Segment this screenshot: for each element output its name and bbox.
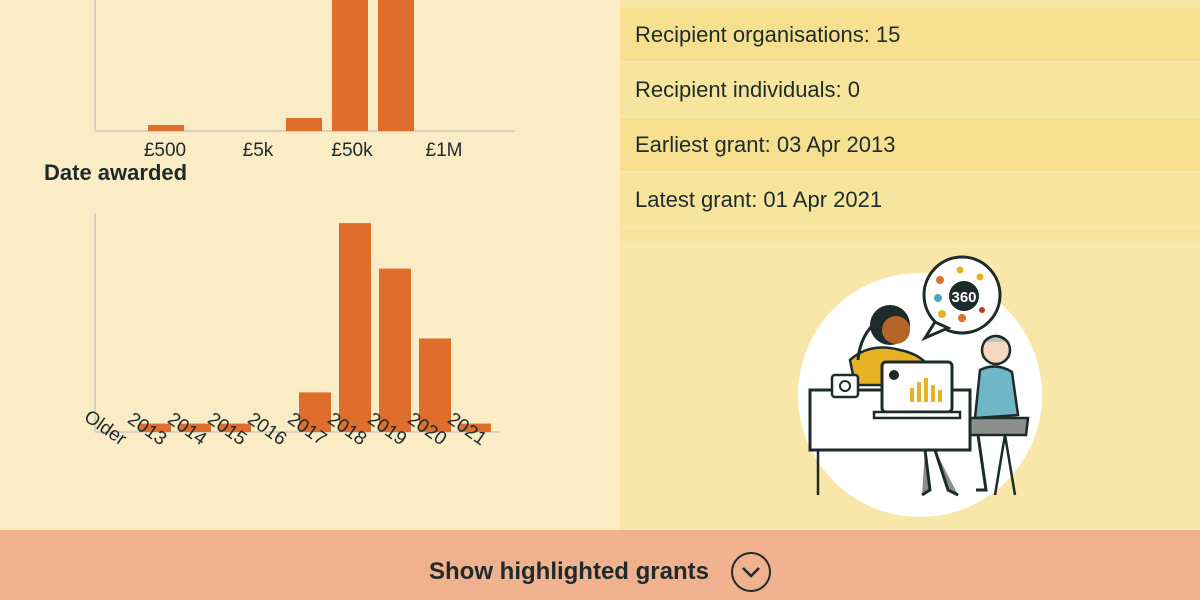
date-bar [219,423,251,432]
date-bar [299,392,331,432]
date-chart-title: Date awarded [44,160,188,185]
show-highlighted-grants-label: Show highlighted grants [429,558,709,585]
date-bar [379,268,411,432]
date-bar [339,223,371,432]
amount-bar [378,0,414,131]
date-bar [419,338,451,432]
date-tick-label: Older [80,406,131,450]
amount-tick-label: £500 [144,140,186,160]
stat-latest-grant: Latest grant: 01 Apr 2021 [620,173,1200,226]
stat-recipient-organisations: Recipient organisations: 15 [620,8,1200,61]
speech-bubble-icon: 360 [921,255,1002,342]
laptop-icon [872,360,962,420]
amount-bar [148,125,184,131]
stats-list: Recipient organisations: 15 Recipient in… [620,8,1200,228]
badge-360-text: 360 [951,289,976,306]
amount-tick-label: £1M [426,140,463,160]
stats-divider [620,229,1200,241]
chevron-down-icon[interactable] [730,552,771,592]
date-bar [459,423,491,432]
date-tick-label: 2015 [203,409,250,450]
stat-recipient-individuals: Recipient individuals: 0 [620,63,1200,116]
date-chart: Older20132014201520162017201820192020202… [80,213,500,451]
amount-chart: £500 £5k £50k £1M [94,0,515,160]
date-tick-label: 2016 [243,409,290,450]
show-highlighted-grants-button[interactable]: Show highlighted grants [0,530,1200,600]
man-figure [966,334,1030,496]
stat-earliest-grant: Earliest grant: 03 Apr 2013 [620,118,1200,171]
amount-tick-label: £5k [243,140,274,160]
charts-panel: £500 £5k £50k £1M Date awarded Older 2013 201… [0,0,620,530]
date-tick-label: 2014 [163,409,210,451]
date-bar [139,423,171,432]
amount-tick-label: £50k [331,140,373,160]
date-tick-label: 2013 [123,409,170,450]
amount-bar [332,0,368,131]
date-tick-label: 2021 [443,409,490,450]
amount-bar [286,118,322,131]
people-at-desk-illustration: 360 [798,255,1042,517]
date-bar [179,423,211,432]
